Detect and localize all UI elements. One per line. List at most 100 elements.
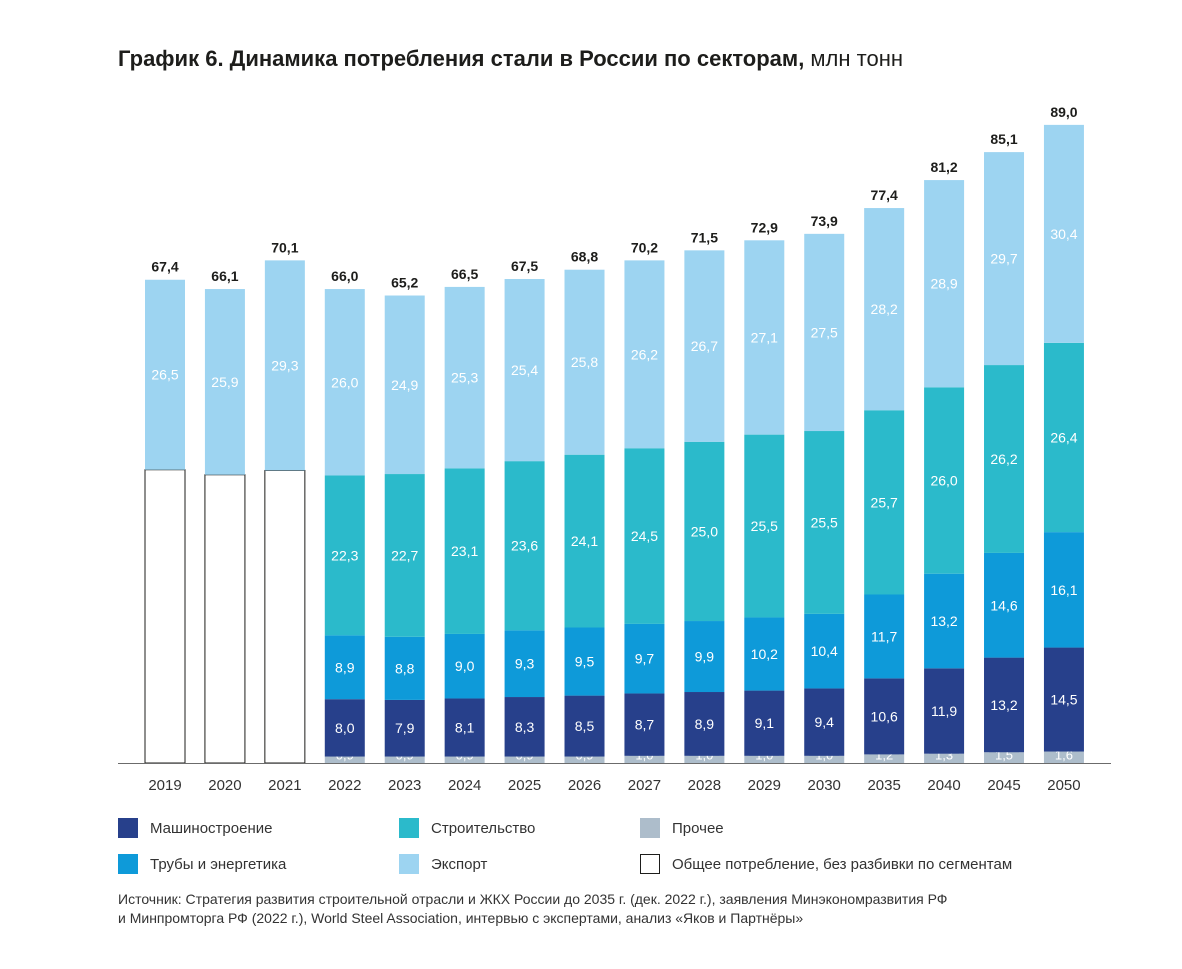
bar-mech-2022 <box>324 699 365 757</box>
data-label-constr-2022: 22,3 <box>331 547 358 563</box>
data-label-pipes-2028: 9,9 <box>695 649 715 665</box>
bar-mech-2029 <box>744 690 785 756</box>
data-label-export-2030: 27,5 <box>811 324 838 340</box>
bar-pipes-2027 <box>624 623 665 694</box>
data-label-export-2019: 26,5 <box>151 367 178 383</box>
data-label-mech-2030: 9,4 <box>814 714 834 730</box>
bar-total-2020 <box>204 474 246 764</box>
bar-export-2019 <box>145 279 185 470</box>
bar-pipes-2026 <box>564 627 605 696</box>
chart-legend: Машиностроение Трубы и энергетика Строит… <box>118 818 1118 878</box>
legend-swatch-pipes <box>118 854 138 874</box>
data-label-pipes-2040: 13,2 <box>930 613 957 629</box>
total-label-2026: 68,8 <box>571 249 598 265</box>
data-label-constr-2024: 23,1 <box>451 543 478 559</box>
legend-swatch-export <box>399 854 419 874</box>
bar-export-2021 <box>264 260 305 471</box>
data-label-constr-2045: 26,2 <box>990 451 1017 467</box>
total-label-2040: 81,2 <box>930 159 957 175</box>
x-tick-label-2040: 2040 <box>927 777 960 794</box>
data-label-mech-2029: 9,1 <box>755 715 775 731</box>
bar-mech-2024 <box>444 698 485 757</box>
legend-swatch-total <box>640 854 660 874</box>
total-label-2027: 70,2 <box>631 239 658 255</box>
data-label-export-2050: 30,4 <box>1050 226 1077 242</box>
total-label-2050: 89,0 <box>1050 104 1077 120</box>
bar-export-2029 <box>744 240 785 435</box>
legend-label-other: Прочее <box>672 819 724 837</box>
data-label-constr-2029: 25,5 <box>751 518 778 534</box>
data-label-export-2025: 25,4 <box>511 362 538 378</box>
data-label-export-2023: 24,9 <box>391 377 418 393</box>
total-label-2025: 67,5 <box>511 258 538 274</box>
legend-item-constr: Строительство <box>399 818 535 838</box>
data-label-pipes-2025: 9,3 <box>515 656 535 672</box>
data-label-constr-2023: 22,7 <box>391 547 418 563</box>
data-label-constr-2035: 25,7 <box>871 494 898 510</box>
data-label-pipes-2045: 14,6 <box>990 597 1017 613</box>
bar-pipes-2025 <box>504 630 545 698</box>
data-label-mech-2025: 8,3 <box>515 719 535 735</box>
data-label-mech-2027: 8,7 <box>635 717 655 733</box>
bar-pipes-2029 <box>744 617 785 691</box>
legend-item-pipes: Трубы и энергетика <box>118 854 286 874</box>
data-label-mech-2026: 8,5 <box>575 718 595 734</box>
legend-item-mech: Машиностроение <box>118 818 272 838</box>
x-tick-label-2027: 2027 <box>628 777 661 794</box>
bar-export-2030 <box>804 233 845 432</box>
legend-swatch-other <box>640 818 660 838</box>
total-label-2045: 85,1 <box>990 131 1017 147</box>
total-label-2029: 72,9 <box>751 219 778 235</box>
data-label-constr-2040: 26,0 <box>930 473 957 489</box>
bar-constr-2022 <box>324 475 365 636</box>
total-label-2021: 70,1 <box>271 239 298 255</box>
chart-title: График 6. Динамика потребления стали в Р… <box>118 44 903 74</box>
bar-mech-2050 <box>1043 647 1084 752</box>
bar-mech-2026 <box>564 695 605 757</box>
data-label-pipes-2026: 9,5 <box>575 654 595 670</box>
bar-export-2028 <box>684 250 725 442</box>
bar-constr-2027 <box>624 448 665 624</box>
total-label-2020: 66,1 <box>211 268 238 284</box>
data-label-pipes-2030: 10,4 <box>811 643 838 659</box>
total-label-2024: 66,5 <box>451 266 478 282</box>
bar-mech-2028 <box>684 692 725 756</box>
bar-pipes-2030 <box>804 613 845 689</box>
data-label-mech-2050: 14,5 <box>1050 692 1077 708</box>
bar-export-2050 <box>1043 124 1084 343</box>
bar-export-2023 <box>384 295 425 475</box>
legend-item-total: Общее потребление, без разбивки по сегме… <box>640 854 1012 874</box>
data-label-constr-2028: 25,0 <box>691 523 718 539</box>
bar-constr-2030 <box>804 431 845 614</box>
bar-constr-2024 <box>444 468 485 634</box>
x-tick-label-2021: 2021 <box>268 777 301 794</box>
data-label-mech-2035: 10,6 <box>871 708 898 724</box>
data-label-pipes-2022: 8,9 <box>335 659 355 675</box>
data-label-mech-2023: 7,9 <box>395 720 415 736</box>
data-label-constr-2027: 24,5 <box>631 528 658 544</box>
bar-pipes-2023 <box>384 636 425 700</box>
data-label-export-2045: 29,7 <box>990 251 1017 267</box>
total-label-2022: 66,0 <box>331 268 358 284</box>
bar-export-2040 <box>924 180 965 388</box>
data-label-pipes-2029: 10,2 <box>751 646 778 662</box>
legend-swatch-constr <box>399 818 419 838</box>
bar-constr-2040 <box>924 387 965 574</box>
bar-constr-2050 <box>1043 342 1084 533</box>
data-label-pipes-2050: 16,1 <box>1050 582 1077 598</box>
bar-pipes-2028 <box>684 621 725 693</box>
bar-mech-2025 <box>504 697 545 757</box>
data-label-mech-2022: 8,0 <box>335 720 355 736</box>
bar-mech-2035 <box>864 678 905 755</box>
legend-item-other: Прочее <box>640 818 724 838</box>
bar-mech-2045 <box>984 657 1025 753</box>
source-line-2: и Минпромторга РФ (2022 г.), World Steel… <box>118 910 804 926</box>
x-tick-label-2035: 2035 <box>867 777 900 794</box>
total-label-2030: 73,9 <box>811 213 838 229</box>
chart-title-unit: млн тонн <box>804 46 904 71</box>
data-label-pipes-2027: 9,7 <box>635 651 655 667</box>
bar-export-2024 <box>444 286 485 469</box>
bar-mech-2027 <box>624 693 665 756</box>
data-label-export-2040: 28,9 <box>930 276 957 292</box>
bar-constr-2026 <box>564 454 605 628</box>
